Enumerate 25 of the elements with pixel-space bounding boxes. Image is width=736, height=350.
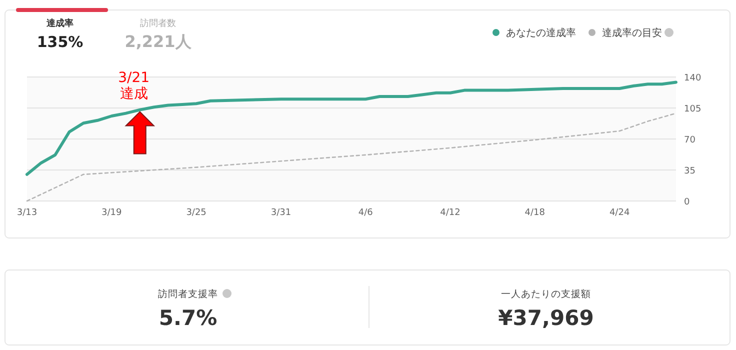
x-tick-label: 4/12 <box>440 208 460 218</box>
y-tick-label: 70 <box>684 136 696 146</box>
annotation: 3/21 達成 <box>118 70 150 102</box>
legend-label: 達成率の目安 <box>602 27 662 39</box>
text: 訪問者数 <box>140 18 176 29</box>
text: 5.7% <box>158 306 218 330</box>
line-series <box>26 112 677 202</box>
y-tick-label: 140 <box>684 74 702 84</box>
x-tick-label: 3/13 <box>16 208 38 218</box>
text: ¥37,969 <box>498 306 594 330</box>
legend-label: あなたの達成率 <box>506 27 576 39</box>
x-tick-label: 3/31 <box>270 208 292 218</box>
y-tick-label: 0 <box>684 198 690 208</box>
x-tick-label: 4/24 <box>609 208 630 218</box>
text: 135% <box>36 33 84 51</box>
text: 一人あたりの支援額 <box>501 288 591 300</box>
x-tick-label: 3/19 <box>102 208 122 218</box>
x-tick-label: 3/25 <box>186 208 206 218</box>
x-tick-label: 4/6 <box>358 208 374 218</box>
text: 訪問者支援率 <box>158 288 218 300</box>
text: 2,221人 <box>124 32 192 51</box>
text: 達成率 <box>46 18 74 29</box>
y-tick-label: 35 <box>684 166 696 176</box>
x-tick-label: 4/18 <box>524 208 546 218</box>
y-tick-label: 105 <box>684 104 702 114</box>
